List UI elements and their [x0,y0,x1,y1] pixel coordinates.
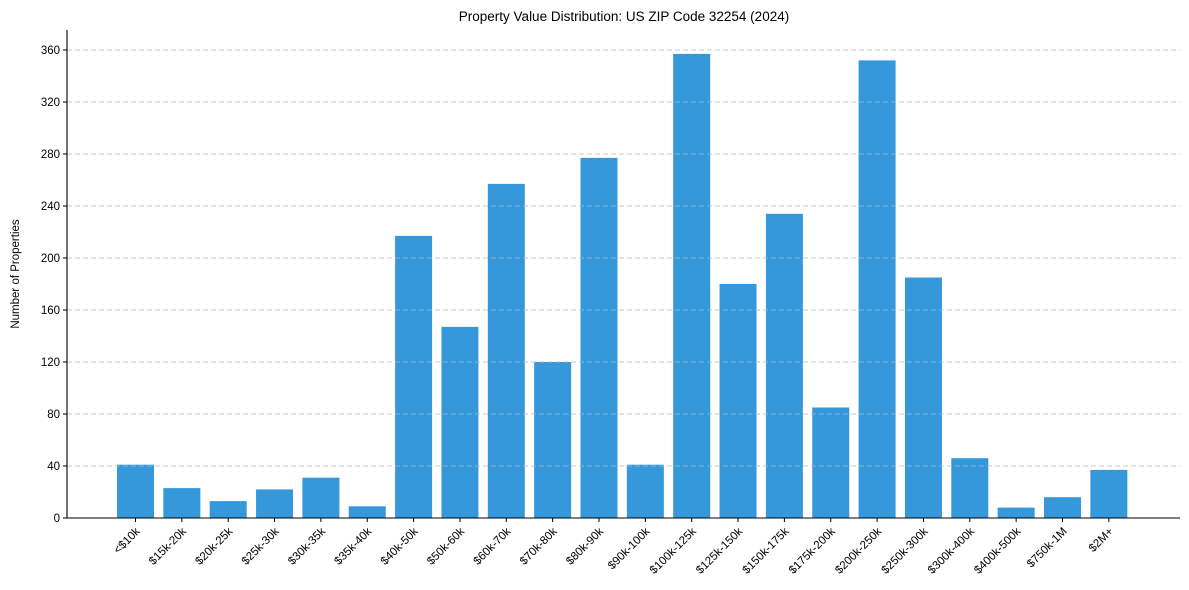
x-tick-label: $2M+ [1087,525,1116,554]
chart-title: Property Value Distribution: US ZIP Code… [459,9,789,24]
x-tick-label: $750k-1M [1025,526,1070,571]
y-tick-label: 80 [47,409,60,421]
x-tick-label: $70k-80k [518,525,560,567]
y-tick-label: 40 [47,461,60,473]
y-tick-label: 160 [41,305,60,317]
x-tick-label: $50k-60k [425,525,467,567]
bar: $15k-20k: 23 [163,488,201,518]
x-tick-label: $400k-500k [972,525,1023,576]
x-tick-label: <$10k [112,525,143,556]
x-tick-label: $300k-400k [926,525,977,576]
y-axis-ticks: 0 40 80 120 160 200 240 280 320 360 [41,45,67,525]
x-tick-label: $15k-20k [147,525,189,567]
x-tick-label: $35k-40k [332,525,374,567]
x-tick-label: $125k-150k [694,525,745,576]
x-tick-label: $100k-125k [648,525,699,576]
x-tick-label: $30k-35k [286,525,328,567]
bar: $70k-80k: 120 [534,362,572,518]
bar: $150k-175k: 234 [765,213,803,519]
bar: $50k-60k: 147 [441,326,479,518]
bar: $125k-150k: 180 [719,284,757,518]
bar: $400k-500k: 8 [997,507,1035,518]
gridlines-overlay [67,49,1180,467]
bar: $2M+: 37 [1090,469,1128,518]
bar: <$10k: 41 [117,464,154,518]
bar: $40k-50k: 217 [395,235,433,518]
bar: $25k-30k: 22 [256,489,294,518]
x-tick-label: $40k-50k [379,525,421,567]
x-tick-label: $80k-90k [564,525,606,567]
x-tick-label: $60k-70k [471,525,513,567]
y-axis-label: Number of Properties [10,219,22,329]
bar: $35k-40k: 9 [348,506,386,518]
x-tick-label: $20k-25k [193,525,235,567]
x-tick-label: $150k-175k [741,525,792,576]
bar: $80k-90k: 277 [580,157,618,518]
bar: $20k-25k: 13 [209,501,247,518]
x-axis-ticks: <$10k $15k-20k $20k-25k $25k-30k $30k-35k $35… [112,518,1116,577]
bars: <$10k: 41 $15k-20k: 23 $20k-25k: 13 $25k-30… [117,53,1128,519]
bar: $200k-250k: 352 [858,60,896,519]
y-tick-label: 240 [41,201,60,213]
x-tick-label: $25k-30k [240,525,282,567]
x-tick-label: $175k-200k [787,525,838,576]
y-tick-label: 280 [41,149,60,161]
x-tick-label: $90k-100k [606,525,653,572]
y-tick-label: 0 [54,513,60,525]
y-tick-label: 120 [41,357,60,369]
bar: $100k-125k: 357 [673,53,711,519]
bar: $90k-100k: 41 [626,464,664,518]
bar: $30k-35k: 31 [302,477,340,518]
bar: $60k-70k: 257 [487,183,525,518]
bar: $175k-200k: 85 [812,407,850,518]
x-tick-label: $200k-250k [833,525,884,576]
y-tick-label: 360 [41,45,60,57]
y-tick-label: 320 [41,97,60,109]
bar: $300k-400k: 46 [951,458,989,518]
bar: $750k-1M: 16 [1044,497,1081,518]
bar: $250k-300k: 185 [904,277,942,518]
y-tick-label: 200 [41,253,60,265]
x-tick-label: $250k-300k [880,525,931,576]
